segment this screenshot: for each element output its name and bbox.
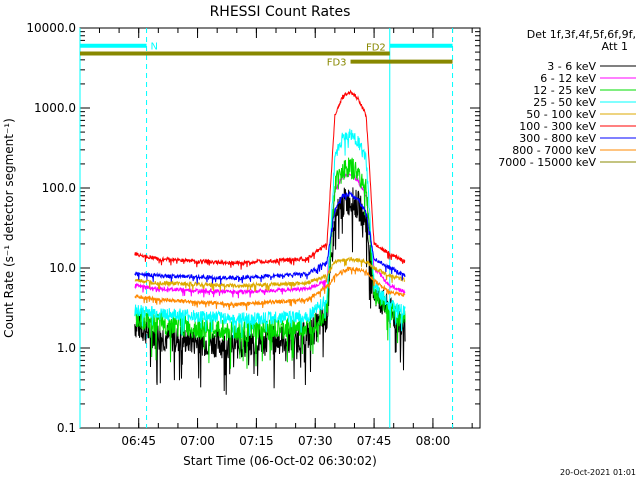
series-line (134, 89, 406, 270)
x-tick-label: 07:30 (298, 434, 333, 448)
y-tick-label: 100.0 (42, 181, 76, 195)
legend-label: 3 - 6 keV (547, 60, 596, 73)
vertical-marker-lines (79, 28, 454, 428)
series-line (134, 256, 406, 292)
y-axis-ticks: 0.1 1.0 10.0 100.0 1000.0 10000.0 (26, 21, 480, 435)
series-line (134, 190, 406, 285)
legend-title-line1: Det 1f,3f,4f,5f,6f,9f, (527, 28, 636, 41)
attenuator-overlays: N FD2 FD3 (80, 42, 453, 69)
x-tick-label: 07:15 (239, 434, 274, 448)
x-axis-ticks: 06:45 07:00 07:15 07:30 07:45 08:00 (98, 28, 473, 448)
plot-frame (79, 27, 481, 429)
legend-label: 6 - 12 keV (540, 72, 596, 85)
series-line (134, 128, 406, 339)
legend-label: 25 - 50 keV (533, 96, 596, 109)
y-axis-label: Count Rate (s⁻¹ detector segment⁻¹) (2, 118, 16, 338)
legend-title-line2: Att 1 (602, 40, 628, 53)
y-tick-label: 1000.0 (34, 101, 76, 115)
x-tick-label: 06:45 (121, 434, 156, 448)
y-tick-label: 1.0 (57, 341, 76, 355)
y-tick-label: 0.1 (57, 421, 76, 435)
footer-timestamp: 20-Oct-2021 01:01 (560, 468, 636, 477)
y-tick-label: 10000.0 (26, 21, 76, 35)
x-tick-label: 07:00 (180, 434, 215, 448)
legend-label: 100 - 300 keV (519, 120, 596, 133)
legend-label: 300 - 800 keV (519, 132, 596, 145)
legend-label: 12 - 25 keV (533, 84, 596, 97)
legend: Det 1f,3f,4f,5f,6f,9f, Att 1 3 - 6 keV6 … (498, 28, 636, 169)
x-tick-label: 08:00 (416, 434, 451, 448)
legend-label: 50 - 100 keV (526, 108, 596, 121)
legend-label: 7000 - 15000 keV (498, 156, 596, 169)
series-line (134, 266, 406, 311)
legend-label: 800 - 7000 keV (512, 144, 596, 157)
x-axis-label: Start Time (06-Oct-02 06:30:02) (183, 454, 377, 468)
y-tick-label: 10.0 (49, 261, 76, 275)
overlay-label: N (151, 42, 158, 53)
data-series (134, 89, 406, 395)
chart-title: RHESSI Count Rates (210, 4, 351, 20)
overlay-label: FD2 (366, 43, 386, 54)
overlay-label: FD3 (327, 58, 347, 69)
x-tick-label: 07:45 (357, 434, 392, 448)
